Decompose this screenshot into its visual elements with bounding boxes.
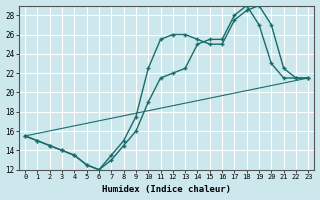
- X-axis label: Humidex (Indice chaleur): Humidex (Indice chaleur): [102, 185, 231, 194]
